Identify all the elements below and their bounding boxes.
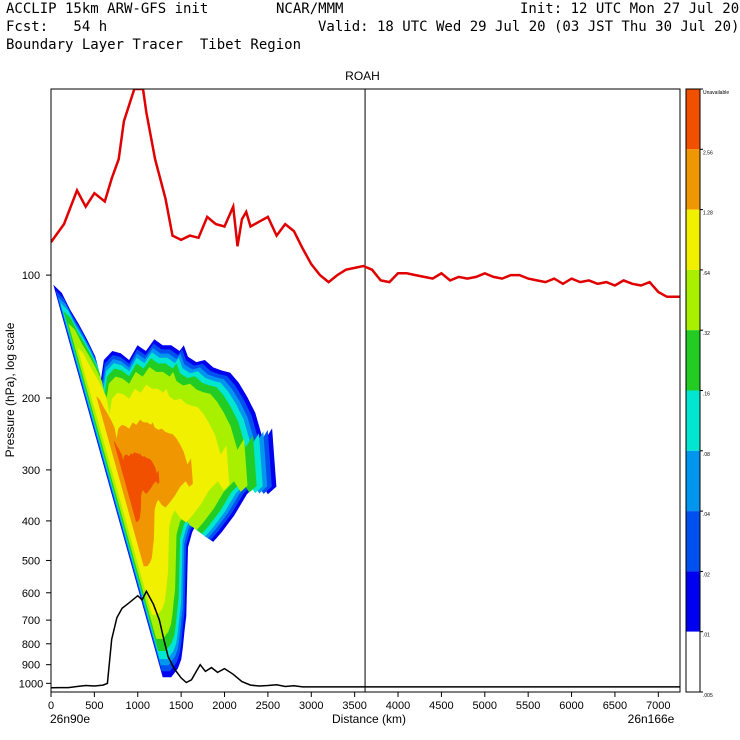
x-left-location-label: 26n90e xyxy=(50,712,90,726)
x-tick-label: 4500 xyxy=(429,700,453,712)
header-valid-time: Valid: 18 UTC Wed 29 Jul 20 (03 JST Thu … xyxy=(318,19,740,35)
colorbar-label: .005 xyxy=(703,693,713,699)
colorbar-swatch xyxy=(686,269,700,331)
colorbar-label: 1.28 xyxy=(703,211,713,217)
x-tick-label: 5500 xyxy=(516,700,540,712)
x-tick-label: 1000 xyxy=(126,700,150,712)
colorbar-label: .08 xyxy=(703,452,710,458)
colorbar-swatch xyxy=(686,209,700,270)
x-tick-label: 5000 xyxy=(473,700,497,712)
colorbar-swatch xyxy=(686,571,700,632)
x-tick-label: 3500 xyxy=(342,700,366,712)
y-tick-label: 500 xyxy=(22,555,40,567)
colorbar-swatch xyxy=(686,330,700,391)
y-tick-label: 800 xyxy=(22,639,40,651)
plot-frame xyxy=(50,88,681,693)
x-tick-label: 2000 xyxy=(212,700,236,712)
colorbar-label: .32 xyxy=(703,331,710,337)
x-axis-label: Distance (km) xyxy=(332,712,406,726)
colorbar-swatch xyxy=(686,390,700,451)
y-tick-label: 100 xyxy=(22,270,40,282)
colorbar-swatch xyxy=(686,511,700,572)
y-tick-label: 300 xyxy=(22,465,40,477)
colorbar-label: 2.56 xyxy=(703,150,713,156)
y-tick-label: 700 xyxy=(22,615,40,627)
colorbar-label: .02 xyxy=(703,572,710,578)
header-init-time: Init: 12 UTC Mon 27 Jul 20 xyxy=(520,1,740,17)
x-tick-label: 1500 xyxy=(169,700,193,712)
x-tick-label: 3000 xyxy=(299,700,323,712)
colorbar-swatch xyxy=(686,149,700,210)
axis-ticks: 0 500 1000 1500 2000 2500 3000 3500 4000 4500 5000… xyxy=(19,270,671,712)
x-tick-label: 500 xyxy=(85,700,103,712)
terrain-line xyxy=(50,589,680,689)
x-right-location-label: 26n166e xyxy=(628,712,675,726)
colorbar-label: .16 xyxy=(703,392,710,398)
tracer-band-256 xyxy=(113,440,160,522)
y-tick-label: 900 xyxy=(22,660,40,672)
y-tick-label: 1000 xyxy=(19,678,43,690)
tropopause-line xyxy=(51,89,680,299)
tracer-field xyxy=(53,284,277,678)
colorbar-swatch xyxy=(686,631,700,692)
colorbar: Unavailable 2.56 1.28 .64 .32 .16 .08 .04 .02 .01… xyxy=(685,88,729,699)
header-organization: NCAR/MMM xyxy=(276,1,344,17)
y-tick-label: 600 xyxy=(22,588,40,600)
y-tick-label: 200 xyxy=(22,393,40,405)
header-forecast-hour: Fcst: 54 h xyxy=(6,19,108,35)
x-tick-label: 0 xyxy=(48,700,54,712)
x-tick-label: 4000 xyxy=(386,700,410,712)
colorbar-label: .04 xyxy=(703,512,710,518)
y-tick-label: 400 xyxy=(22,516,40,528)
x-tick-label: 6000 xyxy=(559,700,583,712)
colorbar-label: .64 xyxy=(703,271,710,277)
colorbar-swatch xyxy=(686,89,700,150)
header-model-name: ACCLIP 15km ARW-GFS init xyxy=(6,1,209,17)
x-tick-label: 7000 xyxy=(646,700,670,712)
chart-title: ROAH xyxy=(345,69,380,83)
colorbar-label: Unavailable xyxy=(703,90,729,96)
header-field-name: Boundary Layer Tracer Tibet Region xyxy=(6,37,302,53)
x-tick-label: 6500 xyxy=(603,700,627,712)
colorbar-label: .01 xyxy=(703,633,710,639)
colorbar-swatch xyxy=(686,450,700,512)
chart-lines xyxy=(50,89,680,692)
y-axis-label: Pressure (hPa), log scale xyxy=(3,322,17,457)
x-tick-label: 2500 xyxy=(256,700,280,712)
